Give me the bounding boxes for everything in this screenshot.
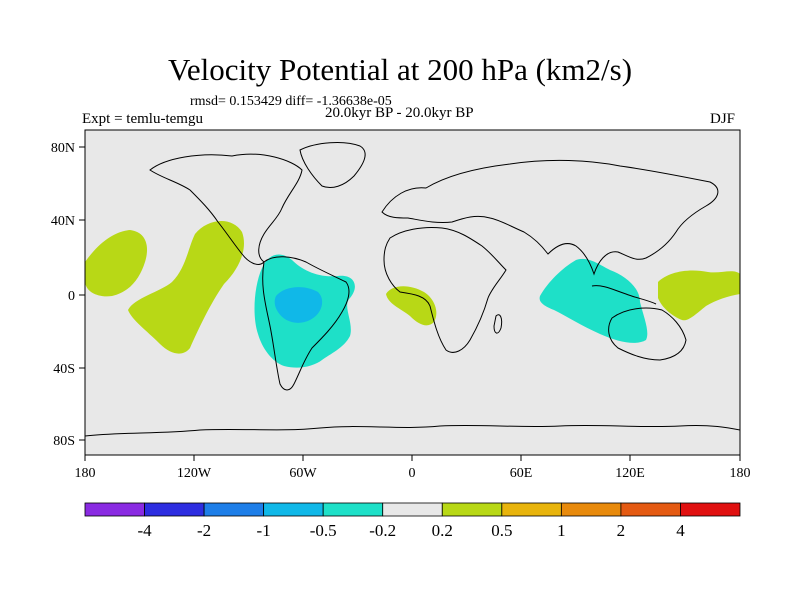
- plot-title: Velocity Potential at 200 hPa (km2/s): [167, 52, 633, 87]
- lon-label-60e: 60E: [510, 466, 533, 481]
- colorbar-swatch: [84, 502, 145, 517]
- colorbar-label: -1: [257, 521, 271, 540]
- season-label: DJF: [710, 111, 736, 127]
- colorbar-swatch: [680, 502, 741, 517]
- colorbar-label: 4: [676, 521, 685, 540]
- experiment-label: Expt = temlu-temgu: [82, 111, 203, 127]
- lat-label-0: 0: [68, 289, 75, 304]
- colorbar-swatch: [441, 502, 503, 517]
- stats-text: rmsd= 0.153429 diff= -1.36638e-05: [190, 94, 392, 109]
- colorbar-swatch: [144, 502, 205, 517]
- colorbar-label: 1: [557, 521, 566, 540]
- lon-label-120w: 120W: [177, 466, 212, 481]
- colorbar-label: 2: [617, 521, 626, 540]
- lon-label-180e: 180: [730, 466, 751, 481]
- coastline-south-america: [262, 256, 350, 391]
- colorbar-swatch: [382, 502, 443, 517]
- lat-label-80n: 80N: [51, 141, 75, 156]
- negative-region-indo-pacific: [539, 258, 648, 343]
- colorbar-label: -0.5: [310, 521, 337, 540]
- colorbar-swatch: [263, 502, 324, 517]
- colorbar-swatch: [501, 502, 562, 517]
- lon-label-60w: 60W: [289, 466, 317, 481]
- colorbar-label: -4: [137, 521, 152, 540]
- colorbar-swatch: [203, 502, 265, 517]
- positive-region-atlantic: [386, 286, 437, 326]
- coastline-north-america: [149, 153, 303, 265]
- coastline-indonesia: [591, 285, 657, 305]
- period-text: 20.0kyr BP - 20.0kyr BP: [325, 105, 474, 121]
- coastline-madagascar: [493, 314, 503, 334]
- colorbar-label: -0.2: [369, 521, 396, 540]
- colorbar: -4 -2 -1 -0.5 -0.2 0.2 0.5 1 2 4: [84, 502, 741, 540]
- lon-label-0: 0: [409, 466, 416, 481]
- negative-region-south-america-core: [274, 287, 323, 323]
- colorbar-label: 0.5: [491, 521, 512, 540]
- coastline-eurasia: [381, 159, 719, 276]
- coastline-australia: [608, 307, 687, 361]
- colorbar-swatch: [560, 502, 622, 517]
- lat-label-40s: 40S: [53, 362, 75, 377]
- contour-fields: [85, 220, 740, 368]
- coastline-greenland: [299, 142, 366, 189]
- lon-label-180w: 180: [75, 466, 96, 481]
- colorbar-swatch: [620, 502, 681, 517]
- positive-region-west-pacific: [658, 270, 740, 321]
- coastline-antarctica: [85, 424, 740, 437]
- lat-label-40n: 40N: [51, 214, 75, 229]
- colorbar-label: 0.2: [432, 521, 453, 540]
- coastline-africa: [383, 227, 507, 353]
- positive-region-east-pacific: [128, 220, 244, 354]
- positive-region-central-pacific: [85, 230, 148, 297]
- lon-label-120e: 120E: [615, 466, 645, 481]
- colorbar-swatch: [322, 502, 384, 517]
- lon-axis: [84, 455, 741, 461]
- colorbar-label: -2: [197, 521, 211, 540]
- coastlines: [85, 142, 740, 437]
- lat-label-80s: 80S: [53, 434, 75, 449]
- lat-axis: [79, 146, 85, 441]
